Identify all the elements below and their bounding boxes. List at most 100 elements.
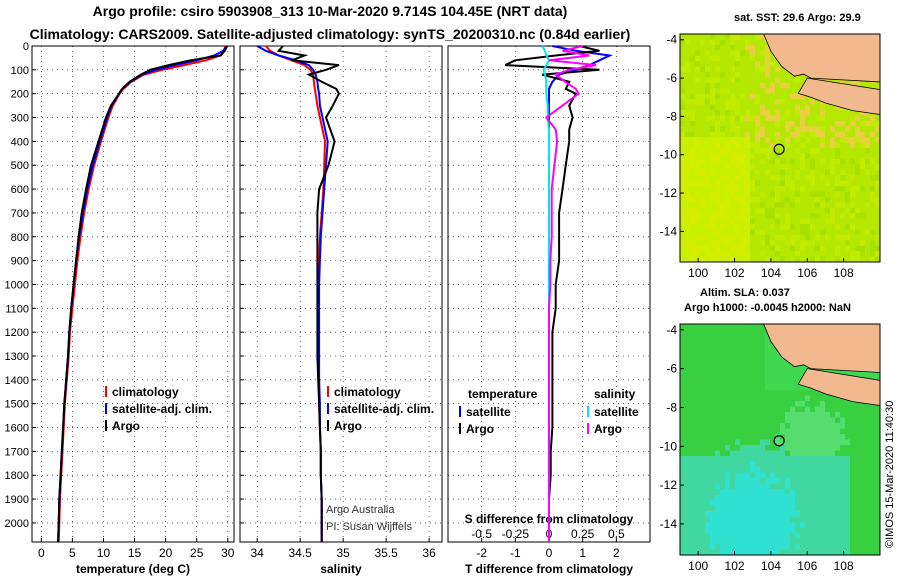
map-cell	[700, 196, 706, 203]
map-cell	[700, 88, 706, 95]
map-cell	[685, 357, 691, 363]
map-cell	[735, 88, 741, 95]
map-cell	[830, 245, 836, 252]
map-cell	[820, 148, 826, 154]
map-cell	[735, 505, 741, 512]
map-cell	[690, 379, 696, 385]
map-cell	[780, 522, 786, 528]
map-cell	[875, 120, 881, 127]
map-cell	[715, 467, 721, 473]
map-cell	[745, 202, 751, 209]
map-cell	[750, 142, 756, 149]
map-cell	[825, 196, 831, 203]
map-cell	[730, 196, 736, 203]
map-cell	[785, 82, 791, 89]
map-cell	[790, 251, 796, 257]
map-cell	[870, 500, 876, 506]
map-cell	[795, 99, 801, 105]
map-cell	[830, 175, 836, 181]
map-cell	[715, 417, 721, 424]
map-cell	[795, 412, 801, 418]
map-cell	[695, 368, 701, 374]
map-cell	[695, 461, 701, 468]
map-cell	[845, 544, 851, 550]
map-cell	[770, 207, 776, 214]
map-cell	[775, 362, 781, 369]
map-cell	[870, 148, 876, 154]
map-cell	[700, 538, 706, 545]
map-cell	[745, 340, 751, 347]
map-cell	[705, 489, 711, 495]
map-cell	[860, 401, 866, 407]
map-cell	[725, 175, 731, 181]
map-cell	[825, 158, 831, 165]
map-cell	[850, 500, 856, 506]
map-cell	[850, 417, 856, 424]
map-cell	[690, 544, 696, 550]
map-cell	[735, 213, 741, 219]
map-cell	[765, 522, 771, 528]
map-cell	[785, 445, 791, 451]
map-cell	[765, 401, 771, 407]
map-cell	[745, 373, 751, 380]
map-cell	[755, 467, 761, 473]
map-cell	[775, 516, 781, 523]
map-cell	[715, 357, 721, 363]
map-cell	[760, 61, 766, 67]
figure-title-line1: Argo profile: csiro 5903908_313 10-Mar-2…	[92, 3, 568, 19]
map-cell	[705, 148, 711, 154]
map-cell	[690, 522, 696, 528]
map-cell	[730, 164, 736, 171]
map-cell	[755, 368, 761, 374]
map-cell	[785, 202, 791, 209]
map-cell	[775, 401, 781, 407]
map-cell	[700, 120, 706, 127]
map-cell	[800, 93, 806, 100]
map-cell	[705, 202, 711, 209]
map-cell	[710, 340, 716, 347]
map-cell	[850, 256, 856, 263]
map-cell	[690, 224, 696, 230]
map-cell	[795, 379, 801, 385]
map-cell	[690, 351, 696, 358]
map-cell	[710, 245, 716, 252]
map-cell	[700, 110, 706, 116]
map-cell	[815, 224, 821, 230]
map-cell	[680, 196, 686, 203]
map-cell	[710, 61, 716, 67]
map-cell	[730, 153, 736, 160]
map-cell	[735, 423, 741, 429]
map-cell	[765, 434, 771, 440]
map-cell	[825, 434, 831, 440]
map-cell	[835, 489, 841, 495]
map-cell	[705, 494, 711, 501]
map-cell	[760, 401, 766, 407]
map-cell	[805, 467, 811, 473]
map-cell	[875, 148, 881, 154]
map-cell	[760, 39, 766, 46]
map-cell	[690, 120, 696, 127]
map-cell	[790, 148, 796, 154]
map-cell	[755, 329, 761, 336]
map-cell	[820, 202, 826, 209]
map-cell	[760, 351, 766, 358]
map-cell	[820, 395, 826, 402]
map-cell	[720, 406, 726, 413]
map-cell	[820, 423, 826, 429]
map-cell	[850, 406, 856, 413]
map-cell	[725, 256, 731, 263]
map-cell	[680, 527, 686, 534]
map-cell	[810, 186, 816, 192]
map-cell	[755, 50, 761, 57]
map-cell	[760, 240, 766, 247]
map-cell	[830, 445, 836, 451]
map-cell	[745, 450, 751, 457]
map-cell	[810, 527, 816, 534]
map-cell	[765, 340, 771, 347]
map-cell	[725, 240, 731, 247]
map-cell	[820, 256, 826, 263]
map-cell	[745, 120, 751, 127]
map-cell	[680, 478, 686, 484]
map-cell	[725, 39, 731, 46]
legend-label: Argo	[334, 419, 362, 433]
